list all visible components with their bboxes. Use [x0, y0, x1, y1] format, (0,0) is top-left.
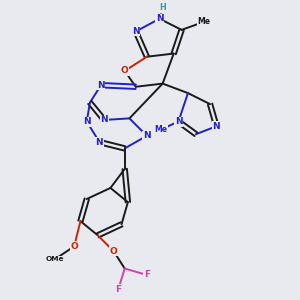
Text: O: O [121, 67, 129, 76]
Text: N: N [97, 81, 105, 90]
Text: OMe: OMe [46, 256, 64, 262]
Text: N: N [213, 122, 220, 131]
Text: N: N [96, 138, 103, 147]
Text: H: H [159, 3, 166, 12]
Text: N: N [132, 27, 140, 36]
Text: O: O [70, 242, 78, 251]
Text: N: N [143, 131, 151, 140]
Text: N: N [83, 117, 91, 126]
Text: Me: Me [197, 17, 210, 26]
Text: O: O [110, 247, 118, 256]
Text: Me: Me [154, 125, 168, 134]
Text: N: N [100, 116, 108, 124]
Text: N: N [156, 14, 163, 23]
Text: F: F [115, 285, 122, 294]
Text: N: N [175, 117, 182, 126]
Text: F: F [144, 270, 150, 279]
